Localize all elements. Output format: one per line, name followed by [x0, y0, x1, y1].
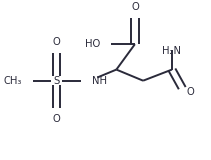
Text: O: O: [186, 87, 194, 97]
Text: O: O: [53, 114, 61, 124]
Text: O: O: [131, 2, 139, 12]
Text: NH: NH: [92, 76, 107, 86]
Text: HO: HO: [85, 39, 100, 49]
Text: H₂N: H₂N: [162, 46, 181, 56]
Text: O: O: [53, 37, 61, 47]
Text: CH₃: CH₃: [3, 76, 22, 86]
Text: S: S: [54, 76, 60, 86]
